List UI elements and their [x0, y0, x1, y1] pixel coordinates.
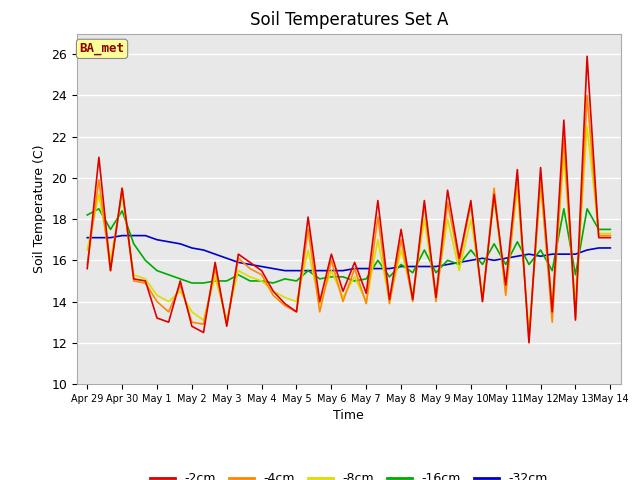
Text: BA_met: BA_met: [79, 42, 125, 55]
Legend: -2cm, -4cm, -8cm, -16cm, -32cm: -2cm, -4cm, -8cm, -16cm, -32cm: [145, 467, 553, 480]
Y-axis label: Soil Temperature (C): Soil Temperature (C): [33, 144, 45, 273]
X-axis label: Time: Time: [333, 409, 364, 422]
Title: Soil Temperatures Set A: Soil Temperatures Set A: [250, 11, 448, 29]
